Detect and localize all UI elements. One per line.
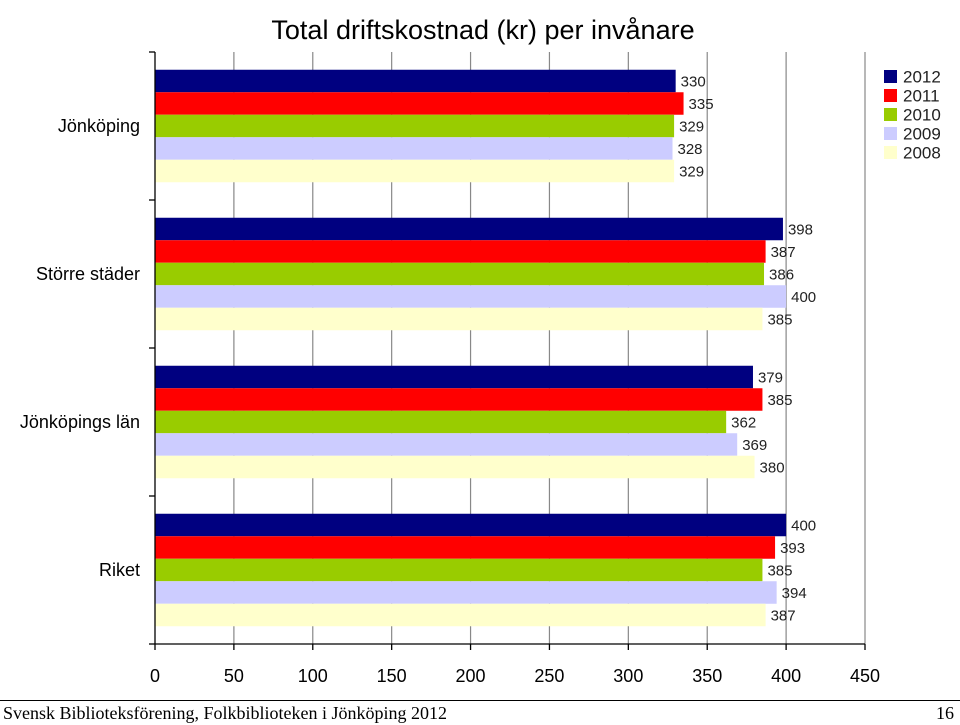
legend-swatch	[884, 127, 897, 140]
bar	[155, 307, 763, 331]
data-label: 369	[742, 437, 767, 454]
data-label: 386	[769, 267, 794, 284]
bar-chart: Total driftskostnad (kr) per invånare 33…	[20, 15, 941, 686]
legend-label: 2011	[903, 87, 940, 106]
legend-label: 2009	[903, 125, 941, 144]
x-tick-label: 200	[456, 666, 486, 686]
footer: Svensk Biblioteksförening, Folkbibliotek…	[0, 700, 960, 725]
bar	[155, 513, 787, 537]
category-label: Jönköping	[58, 116, 140, 136]
data-label: 335	[689, 96, 714, 113]
data-label: 387	[771, 244, 796, 261]
bar	[155, 433, 738, 456]
bar	[155, 410, 727, 434]
x-tick-label: 0	[150, 666, 160, 686]
data-label: 329	[679, 119, 704, 136]
legend-swatch	[884, 89, 897, 102]
bar	[155, 69, 676, 93]
bar	[155, 558, 763, 582]
legend-swatch	[884, 70, 897, 83]
data-label: 385	[767, 392, 792, 409]
x-tick-label: 150	[377, 666, 407, 686]
data-label: 400	[791, 518, 816, 535]
bar	[155, 159, 675, 183]
data-label: 387	[771, 608, 796, 625]
x-tick-label: 400	[771, 666, 801, 686]
legend-label: 2012	[903, 68, 941, 87]
page-number: 16	[936, 703, 954, 723]
data-label: 385	[767, 312, 792, 329]
x-tick-label: 100	[298, 666, 328, 686]
category-label: Riket	[99, 560, 140, 580]
x-tick-label: 300	[613, 666, 643, 686]
bar	[155, 285, 787, 308]
bar	[155, 536, 776, 559]
bar	[155, 114, 675, 138]
data-label: 329	[679, 164, 704, 181]
bar	[155, 137, 673, 160]
bar	[155, 455, 755, 479]
legend-label: 2010	[903, 106, 941, 125]
category-label: Jönköpings län	[20, 412, 140, 432]
legend-swatch	[884, 146, 897, 159]
category-label: Större städer	[36, 264, 140, 284]
bar	[155, 581, 777, 604]
data-label: 393	[780, 540, 805, 557]
x-tick-label: 350	[692, 666, 722, 686]
bar	[155, 262, 765, 286]
data-label: 398	[788, 222, 813, 239]
legend-label: 2008	[903, 144, 941, 163]
axes: Jönköping Större städer Jönköpings län Rike…	[20, 51, 880, 686]
data-label: 394	[782, 585, 807, 602]
bar	[155, 603, 766, 627]
bar	[155, 388, 763, 411]
data-label: 328	[678, 141, 703, 158]
bar	[155, 365, 753, 389]
legend-swatch	[884, 108, 897, 121]
bars: 330 335 329 328 329 398 387 386 400 385 379 385 362 3…	[155, 69, 816, 627]
bar	[155, 240, 766, 263]
footer-source: Svensk Biblioteksförening, Folkbibliotek…	[3, 703, 447, 723]
chart-title: Total driftskostnad (kr) per invånare	[271, 15, 694, 45]
data-label: 385	[767, 563, 792, 580]
x-tick-label: 450	[850, 666, 880, 686]
data-label: 400	[791, 289, 816, 306]
data-label: 379	[758, 370, 783, 387]
data-label: 380	[760, 460, 785, 477]
x-tick-label: 50	[224, 666, 244, 686]
data-label: 362	[731, 415, 756, 432]
data-label: 330	[681, 74, 706, 91]
x-tick-label: 250	[534, 666, 564, 686]
bar	[155, 92, 684, 115]
bar	[155, 217, 783, 241]
